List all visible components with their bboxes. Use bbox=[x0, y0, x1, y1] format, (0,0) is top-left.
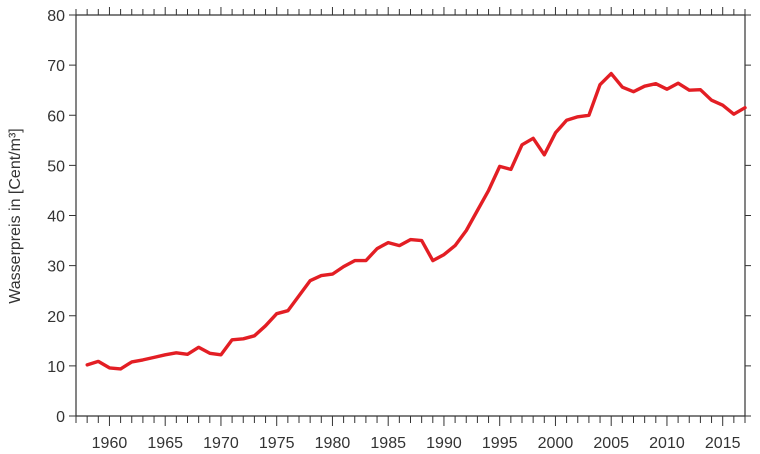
x-tick-label: 1960 bbox=[92, 435, 128, 452]
x-tick-label: 1975 bbox=[259, 435, 295, 452]
series-layer bbox=[85, 71, 747, 371]
x-tick-label: 2010 bbox=[649, 435, 685, 452]
series-line bbox=[85, 71, 747, 371]
y-tick-label: 0 bbox=[56, 409, 65, 426]
y-tick-label: 80 bbox=[47, 8, 65, 25]
x-tick-label: 1965 bbox=[147, 435, 183, 452]
x-tick-label: 1990 bbox=[426, 435, 462, 452]
x-tick-label: 1980 bbox=[315, 435, 351, 452]
x-tick-label: 2015 bbox=[705, 435, 741, 452]
y-tick-label: 20 bbox=[47, 309, 65, 326]
x-tick-label: 1995 bbox=[482, 435, 518, 452]
y-tick-label: 30 bbox=[47, 259, 65, 276]
y-tick-label: 40 bbox=[47, 209, 65, 226]
x-tick-label: 2005 bbox=[593, 435, 629, 452]
x-tick-label: 1970 bbox=[203, 435, 239, 452]
y-axis: 0 10 20 30 40 50 60 70 80 bbox=[47, 8, 751, 426]
x-tick-label: 2000 bbox=[538, 435, 574, 452]
y-tick-label: 70 bbox=[47, 58, 65, 75]
y-axis-title: Wasserpreis in [Cent/m³] bbox=[7, 128, 24, 303]
y-tick-label: 60 bbox=[47, 108, 65, 125]
y-tick-label: 10 bbox=[47, 359, 65, 376]
plot-frame bbox=[75, 14, 746, 417]
x-axis: 1960 1965 1970 1975 1980 1985 1990 1995 2000 2005… bbox=[75, 7, 746, 452]
y-tick-label: 50 bbox=[47, 158, 65, 175]
x-tick-label: 1985 bbox=[370, 435, 406, 452]
